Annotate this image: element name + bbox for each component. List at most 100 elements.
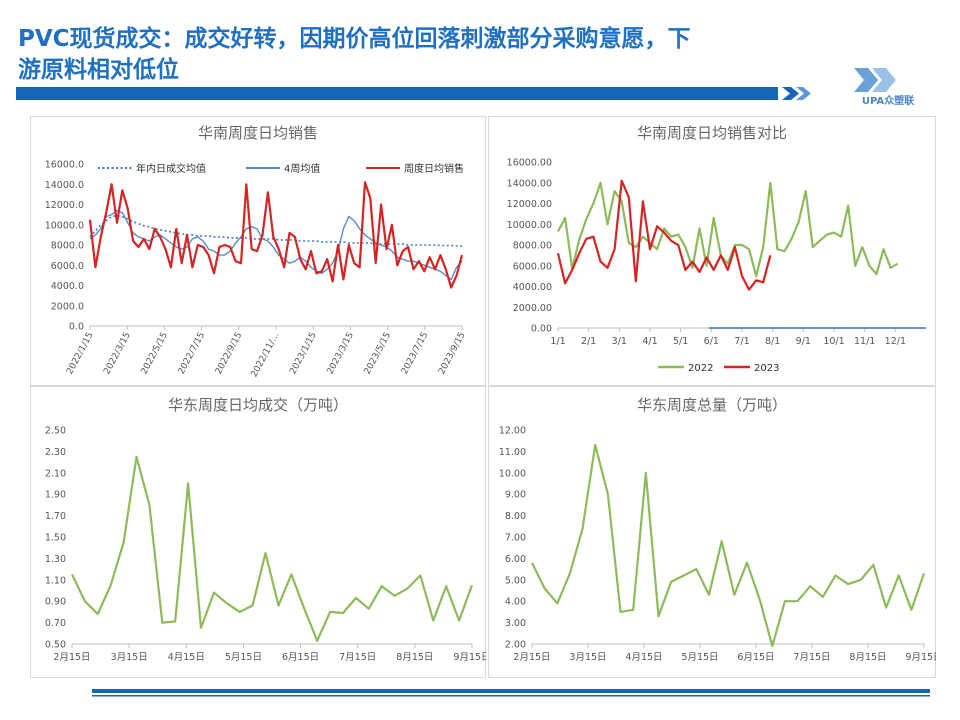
panel-east-weekly-total: 华东周度总量（万吨） 2.00 3.00 4.00 5.00 6.00 7.00 8.00 9.…	[488, 386, 936, 678]
x-tick-label: 2023/3/15	[326, 331, 356, 376]
chart-frame	[30, 386, 486, 678]
y-tick-label: 2.50	[45, 426, 66, 437]
y-tick-label: 1.50	[45, 533, 66, 544]
x-tick-label: 9/1	[796, 336, 811, 347]
x-tick-label: 12/1	[885, 336, 906, 347]
y-tick-label: 10000.00	[507, 220, 552, 231]
x-tick-label: 9月15日	[905, 652, 936, 663]
x-tick-label: 3月15日	[111, 652, 148, 663]
chart-frame	[488, 386, 936, 678]
y-tick-label: 8000.00	[513, 241, 552, 252]
logo-text: UPA众塑联	[861, 96, 915, 107]
y-tick-label: 6000.00	[513, 261, 552, 272]
x-tick-label: 5月15日	[681, 652, 718, 663]
series-line-周度日均销售	[88, 181, 464, 289]
y-tick-label: 4.00	[505, 597, 526, 608]
y-tick-label: 6000.0	[51, 261, 84, 272]
y-tick-label: 8000.0	[51, 241, 84, 252]
y-tick-label: 12000.0	[45, 200, 84, 211]
x-tick-label: 6/1	[704, 336, 719, 347]
y-tick-label: 0.50	[45, 640, 66, 651]
x-tick-label: 5月15日	[225, 652, 262, 663]
y-tick-label: 4000.00	[513, 282, 552, 293]
x-tick-label: 3/1	[612, 336, 627, 347]
x-tick-label: 7/1	[734, 336, 749, 347]
y-tick-label: 1.70	[45, 511, 66, 522]
x-tick-label: 2023/7/15	[400, 331, 430, 376]
y-tick-label: 1.10	[45, 575, 66, 586]
x-tick-label: 2022/9/15	[214, 331, 244, 376]
y-tick-label: 0.0	[69, 322, 84, 333]
x-tick-label: 10/1	[823, 336, 844, 347]
x-tick-label: 8月15日	[396, 652, 433, 663]
panel-south-daily-sales: 华南周度日均销售 0.0 2000.0 4000.0 6000.0 8000.0 10000…	[30, 116, 486, 386]
y-tick-label: 2000.00	[513, 303, 552, 314]
x-tick-label: 2022/5/15	[140, 331, 170, 376]
x-tick-label: 11/1	[854, 336, 875, 347]
slide-title-line1: PVC现货成交：成交好转，因期价高位回落刺激部分采购意愿，下	[18, 26, 691, 52]
chart-south-daily-sales-compare: 华南周度日均销售对比 0.00 2000.00 4000.00 6000.00 8000.…	[488, 116, 936, 386]
x-tick-label: 1/1	[550, 336, 565, 347]
y-tick-label: 16000.0	[45, 160, 84, 171]
y-tick-label: 10000.0	[45, 220, 84, 231]
y-tick-label: 0.70	[45, 618, 66, 629]
series-line-年内日成交均值	[89, 214, 462, 247]
chart-frame	[30, 116, 486, 386]
y-tick-label: 10.00	[499, 468, 526, 479]
y-tick-label: 12000.00	[507, 199, 552, 210]
chart-east-daily-deal: 华东周度日均成交（万吨） 0.50 0.70 0.90 1.10 1.30 1.50 1.70…	[30, 386, 486, 678]
y-tick-label: 7.00	[505, 533, 526, 544]
header-bar	[16, 87, 811, 100]
y-tick-label: 2.10	[45, 468, 66, 479]
chart-east-weekly-total: 华东周度总量（万吨） 2.00 3.00 4.00 5.00 6.00 7.00 8.00 9.…	[488, 386, 936, 678]
y-tick-label: 9.00	[505, 490, 526, 501]
y-tick-label: 2000.0	[51, 301, 84, 312]
y-tick-label: 11.00	[499, 447, 526, 458]
y-tick-label: 14000.0	[45, 180, 84, 191]
logo-icon	[854, 68, 896, 92]
x-tick-label: 2023/5/15	[363, 331, 393, 376]
x-tick-label: 8月15日	[849, 652, 886, 663]
legend-label: 4周均值	[284, 162, 320, 175]
x-tick-label: 2月15日	[53, 652, 90, 663]
y-tick-label: 6.00	[505, 554, 526, 565]
series-line-2023	[556, 179, 772, 291]
series-line-series-0	[531, 443, 926, 648]
chart-title: 华南周度日均销售对比	[637, 124, 787, 142]
y-tick-label: 0.00	[531, 324, 552, 335]
y-tick-label: 1.90	[45, 490, 66, 501]
chart-title: 华东周度总量（万吨）	[637, 396, 787, 414]
x-tick-label: 2023/9/15	[437, 331, 467, 376]
x-tick-label: 9月15日	[453, 652, 486, 663]
x-tick-label: 3月15日	[569, 652, 606, 663]
y-tick-label: 4000.0	[51, 281, 84, 292]
x-tick-label: 8/1	[765, 336, 780, 347]
x-tick-label: 7月15日	[339, 652, 376, 663]
chart-title: 华东周度日均成交（万吨）	[168, 396, 348, 414]
legend-label: 周度日均销售	[404, 162, 464, 175]
panel-south-daily-sales-compare: 华南周度日均销售对比 0.00 2000.00 4000.00 6000.00 8000.…	[488, 116, 936, 386]
x-tick-label: 6月15日	[737, 652, 774, 663]
x-tick-label: 2023/1/15	[288, 331, 318, 376]
y-tick-label: 8.00	[505, 511, 526, 522]
legend-label: 年内日成交均值	[136, 162, 206, 175]
x-tick-label: 4月15日	[625, 652, 662, 663]
y-tick-label: 5.00	[505, 575, 526, 586]
x-tick-label: 2月15日	[513, 652, 550, 663]
chart-south-daily-sales: 华南周度日均销售 0.0 2000.0 4000.0 6000.0 8000.0 10000…	[30, 116, 486, 386]
x-tick-label: 7月15日	[793, 652, 830, 663]
series-line-series-0	[71, 455, 474, 642]
y-tick-label: 1.30	[45, 554, 66, 565]
y-tick-label: 0.90	[45, 597, 66, 608]
panel-east-daily-deal: 华东周度日均成交（万吨） 0.50 0.70 0.90 1.10 1.30 1.50 1.70…	[30, 386, 486, 678]
x-tick-label: 4/1	[642, 336, 657, 347]
footer-bar	[92, 689, 930, 697]
y-tick-label: 2.30	[45, 447, 66, 458]
x-tick-label: 6月15日	[282, 652, 319, 663]
legend-label: 2022	[688, 363, 713, 374]
x-tick-label: 2022/11/…	[250, 331, 282, 379]
x-tick-label: 2022/7/15	[177, 331, 207, 376]
x-tick-label: 2022/3/15	[102, 331, 132, 376]
y-tick-label: 16000.00	[507, 158, 552, 169]
series-line-2022	[557, 181, 899, 278]
